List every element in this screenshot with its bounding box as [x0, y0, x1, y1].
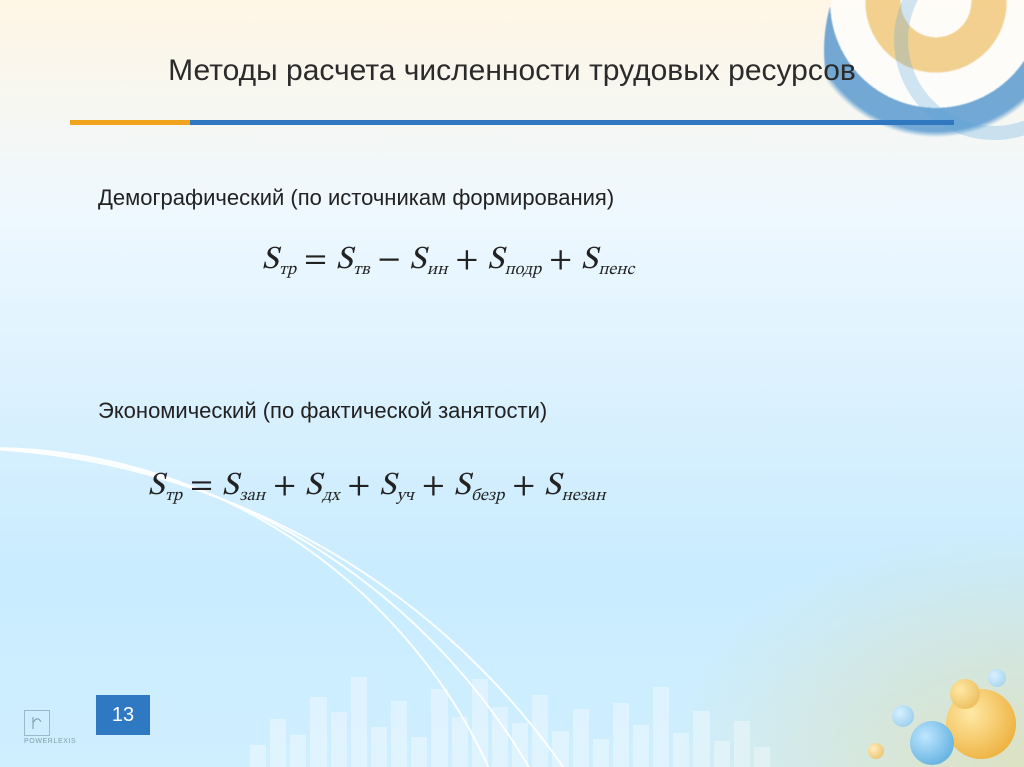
rule-blue	[190, 120, 954, 125]
powerlexis-logo: POWERLEXIS	[24, 710, 76, 745]
bg-bubble	[950, 679, 980, 709]
slide-number: 13	[96, 695, 150, 735]
bg-bubble	[892, 705, 914, 727]
slide: Методы расчета численности трудовых ресу…	[0, 0, 1024, 767]
bg-bubble	[868, 743, 884, 759]
formula-economic: Sтр=Sзан+Sдх+Sуч+Sбезр+Sнезан	[148, 466, 604, 507]
slide-title: Методы расчета численности трудовых ресу…	[0, 54, 1024, 88]
bg-equalizer	[250, 647, 770, 767]
formula-demographic: Sтр=Sтв−Sин+Sподр+Sпенс	[262, 240, 633, 281]
section2-label: Экономический (по фактической занятости)	[98, 398, 547, 424]
logo-text: POWERLEXIS	[24, 738, 76, 745]
section1-label: Демографический (по источникам формирова…	[98, 185, 614, 211]
logo-icon	[24, 710, 50, 736]
rule-orange	[70, 120, 190, 125]
bg-bubble	[988, 669, 1006, 687]
title-rule	[70, 120, 954, 125]
bg-bubble	[910, 721, 954, 765]
